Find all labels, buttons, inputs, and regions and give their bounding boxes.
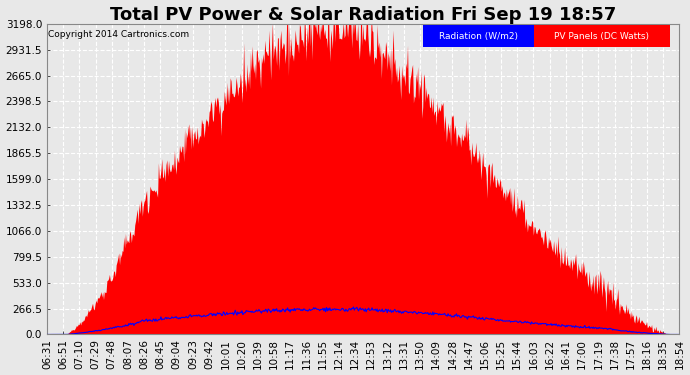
Text: PV Panels (DC Watts): PV Panels (DC Watts): [555, 32, 649, 40]
FancyBboxPatch shape: [423, 25, 534, 47]
Text: Radiation (W/m2): Radiation (W/m2): [439, 32, 518, 40]
FancyBboxPatch shape: [534, 25, 670, 47]
Text: Copyright 2014 Cartronics.com: Copyright 2014 Cartronics.com: [48, 30, 189, 39]
Title: Total PV Power & Solar Radiation Fri Sep 19 18:57: Total PV Power & Solar Radiation Fri Sep…: [110, 6, 616, 24]
